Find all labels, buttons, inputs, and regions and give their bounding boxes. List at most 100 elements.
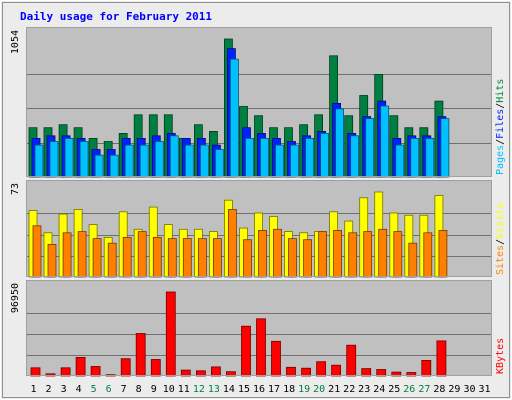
legend-entry-pages: Pages — [495, 145, 506, 175]
bar-sites-day-21 — [333, 229, 343, 278]
bar-sites-day-12 — [197, 238, 207, 278]
bar-kbytes-day-10 — [165, 291, 176, 377]
bar-sites-day-17 — [273, 228, 282, 278]
x-tick-label-day-1: 1 — [30, 384, 36, 395]
bar-pages-day-26 — [410, 137, 420, 178]
bar-pages-day-22 — [350, 135, 360, 178]
bar-kbytes-day-15 — [241, 325, 251, 377]
bar-sites-day-27 — [423, 232, 433, 278]
x-tick-label-day-20: 20 — [313, 384, 325, 395]
bar-sites-day-6 — [107, 242, 117, 278]
bar-pages-day-27 — [425, 137, 435, 178]
bar-kbytes-day-27 — [421, 359, 432, 377]
x-tick-label-day-5: 5 — [91, 384, 97, 395]
panel-visits-sites: 73 Sites/Visits — [10, 180, 506, 278]
x-tick-label-day-8: 8 — [136, 384, 142, 395]
x-tick-label-day-25: 25 — [388, 384, 400, 395]
panel-frame — [26, 280, 492, 376]
bar-sites-day-1 — [32, 225, 42, 278]
bar-pages-day-21 — [335, 108, 345, 178]
bar-pages-day-20 — [320, 132, 330, 178]
bar-kbytes-day-28 — [436, 340, 447, 377]
x-tick-label-day-18: 18 — [283, 384, 295, 395]
x-tick-label-day-23: 23 — [358, 384, 370, 395]
x-tick-label-day-12: 12 — [193, 384, 205, 395]
legend-entry-kbytes: KBytes — [495, 338, 506, 374]
bar-sites-day-11 — [182, 238, 192, 278]
bar-pages-day-23 — [365, 118, 375, 178]
bar-pages-day-17 — [275, 144, 284, 178]
legend-separator: / — [495, 239, 506, 245]
x-tick-label-day-27: 27 — [418, 384, 430, 395]
x-tick-label-day-26: 26 — [403, 384, 415, 395]
bar-sites-day-7 — [122, 236, 132, 278]
chart-title: Daily usage for February 2011 — [20, 10, 212, 23]
bar-pages-day-15 — [245, 137, 254, 178]
bar-sites-day-2 — [47, 243, 57, 278]
x-tick-label-day-14: 14 — [223, 384, 235, 395]
bar-pages-day-11 — [184, 144, 194, 178]
bar-sites-day-25 — [393, 231, 403, 278]
x-tick-label-day-28: 28 — [433, 384, 445, 395]
bar-pages-day-25 — [395, 144, 405, 178]
x-tick-label-day-22: 22 — [343, 384, 355, 395]
panel-frame — [26, 180, 492, 277]
bar-kbytes-day-4 — [75, 356, 86, 377]
bar-pages-day-7 — [124, 144, 134, 178]
bar-pages-day-8 — [139, 144, 149, 178]
bar-pages-day-4 — [79, 141, 89, 178]
bar-pages-day-12 — [199, 144, 209, 178]
x-tick-label-day-11: 11 — [178, 384, 190, 395]
x-tick-label-day-9: 9 — [151, 384, 157, 395]
x-tick-label-day-13: 13 — [208, 384, 220, 395]
bar-pages-day-3 — [64, 137, 74, 178]
bar-pages-day-2 — [49, 141, 59, 178]
x-tick-label-day-19: 19 — [298, 384, 310, 395]
x-tick-label-day-15: 15 — [238, 384, 250, 395]
bar-sites-day-20 — [318, 231, 328, 278]
x-tick-label-day-10: 10 — [163, 384, 175, 395]
bar-sites-day-19 — [303, 239, 313, 278]
bar-kbytes-day-22 — [346, 344, 357, 377]
bar-pages-day-24 — [380, 105, 390, 178]
legend-entry-files: Files — [495, 109, 506, 139]
bar-pages-day-10 — [169, 135, 179, 178]
bar-pages-day-19 — [305, 137, 315, 178]
x-tick-label-day-30: 30 — [463, 384, 475, 395]
bar-sites-day-13 — [212, 238, 222, 278]
y-max-label: 1054 — [10, 30, 21, 54]
bar-pages-day-18 — [290, 144, 299, 178]
x-tick-label-day-3: 3 — [61, 384, 67, 395]
bar-pages-day-14 — [229, 58, 239, 178]
legend: Sites/Visits — [495, 203, 506, 275]
bar-pages-day-5 — [94, 154, 104, 178]
x-tick-label-day-7: 7 — [121, 384, 127, 395]
bar-sites-day-28 — [438, 229, 448, 278]
bar-kbytes-day-20 — [316, 361, 327, 377]
legend-entry-hits: Hits — [495, 79, 506, 103]
legend-separator: / — [495, 103, 506, 109]
y-max-label: 73 — [10, 183, 21, 195]
x-tick-label-day-4: 4 — [76, 384, 82, 395]
legend: KBytes — [495, 338, 506, 374]
x-tick-label-day-16: 16 — [253, 384, 265, 395]
bar-kbytes-day-17 — [271, 340, 281, 377]
bar-kbytes-day-13 — [210, 366, 221, 377]
bar-pages-day-13 — [214, 149, 224, 178]
bar-pages-day-16 — [260, 137, 269, 178]
y-max-label: 96950 — [10, 283, 21, 313]
x-tick-label-day-24: 24 — [373, 384, 385, 395]
x-tick-label-day-21: 21 — [328, 384, 340, 395]
x-tick-label-day-17: 17 — [268, 384, 280, 395]
panel-kbytes: 96950 KBytes — [10, 280, 506, 377]
bar-kbytes-day-16 — [256, 318, 266, 377]
bar-sites-day-16 — [258, 229, 267, 278]
legend-entry-sites: Sites — [495, 245, 506, 275]
bar-kbytes-day-1 — [30, 367, 41, 377]
bar-kbytes-day-19 — [301, 367, 312, 377]
bar-kbytes-day-21 — [331, 364, 342, 377]
bar-sites-day-3 — [62, 232, 72, 278]
bar-sites-day-4 — [77, 231, 87, 278]
